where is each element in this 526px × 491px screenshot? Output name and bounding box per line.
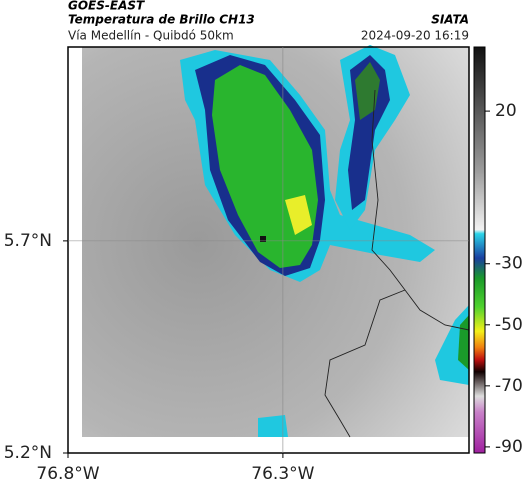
agency: SIATA: [431, 13, 469, 27]
colorbar-tick-label: -90: [495, 437, 523, 457]
title: Temperatura de Brillo CH13: [68, 13, 255, 27]
timestamp: 2024-09-20 16:19: [361, 29, 469, 43]
colorbar-tick-label: -50: [495, 315, 523, 335]
x-tick-label: 76.8°W: [36, 464, 99, 484]
colorbar-tick-label: -70: [495, 376, 523, 396]
x-tick-label: 76.3°W: [251, 464, 314, 484]
colorbar: [473, 46, 486, 454]
y-tick-label: 5.7°N: [4, 231, 52, 251]
map-frame: [67, 46, 470, 454]
colorbar-tick-label: 20: [495, 101, 517, 121]
source: GOES-EAST: [68, 0, 145, 13]
imagery: [82, 45, 470, 438]
subtitle: Vía Medellín - Quibdó 50km: [68, 29, 234, 43]
y-tick-label: 5.2°N: [4, 443, 52, 463]
colorbar-tick-label: -30: [495, 254, 523, 274]
